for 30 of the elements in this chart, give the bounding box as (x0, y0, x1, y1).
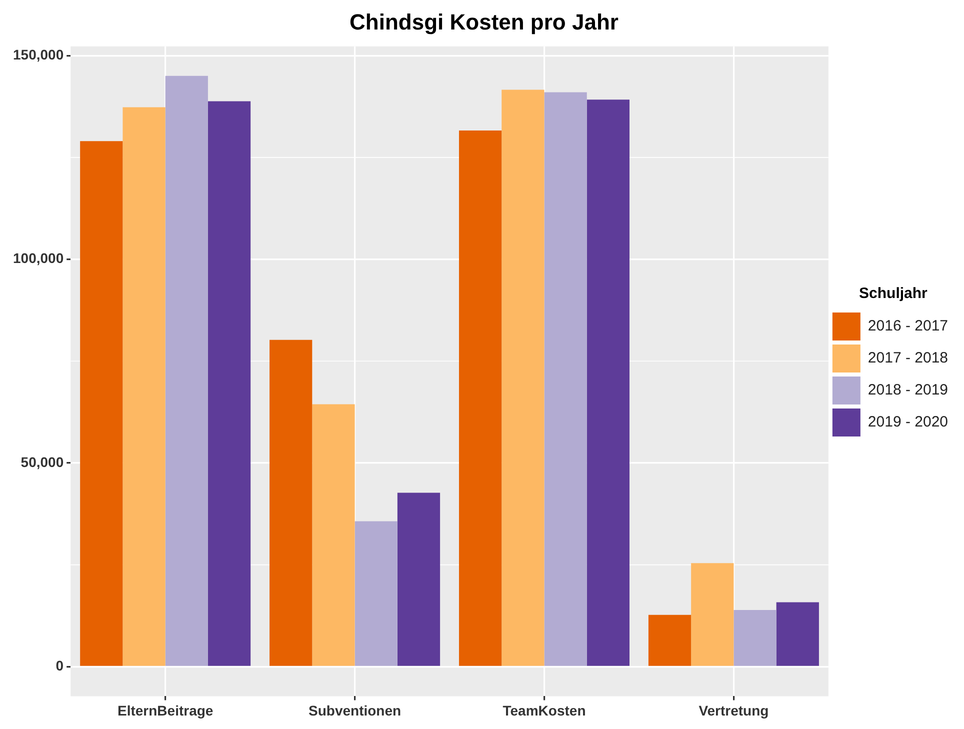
bar (122, 107, 166, 666)
legend-label: 2017 - 2018 (868, 350, 948, 367)
x-tick-label: Vertretung (698, 702, 769, 718)
bar (312, 404, 355, 666)
chart-title: Chindsgi Kosten pro Jahr (350, 9, 619, 34)
bar (776, 602, 819, 666)
bar (165, 76, 208, 666)
bar (270, 340, 312, 666)
legend-label: 2018 - 2019 (868, 382, 948, 399)
y-tick-label: 150,000 (12, 46, 64, 62)
legend-label: 2019 - 2020 (868, 414, 948, 431)
bar (80, 141, 123, 666)
x-tick-label: Subventionen (308, 702, 402, 718)
bar (648, 614, 692, 666)
legend-label: 2016 - 2017 (868, 318, 948, 335)
legend-title: Schuljahr (859, 285, 928, 302)
y-tick-label: 50,000 (20, 454, 64, 470)
bar (544, 92, 587, 666)
bar (458, 130, 502, 666)
bar (734, 610, 776, 666)
x-tick-label: ElternBeitrage (117, 702, 214, 718)
bar (502, 90, 544, 666)
y-tick-label: 0 (56, 658, 64, 674)
bar (586, 100, 630, 666)
bar (208, 101, 251, 666)
bar (691, 563, 734, 666)
y-tick-label: 100,000 (12, 250, 64, 266)
bar (354, 521, 398, 666)
x-tick-label: TeamKosten (502, 702, 586, 718)
bar (397, 492, 440, 666)
